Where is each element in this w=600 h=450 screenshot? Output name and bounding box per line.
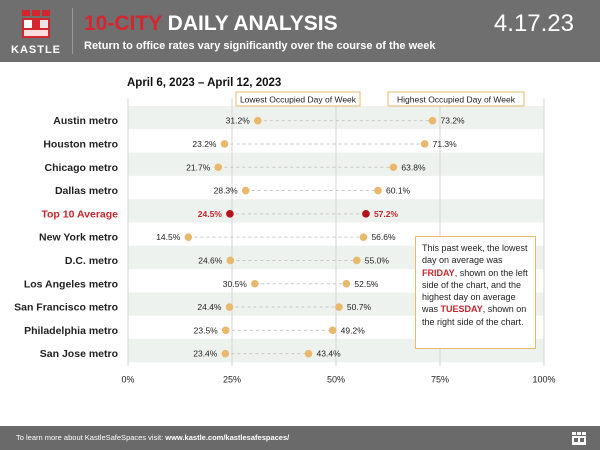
low-value-label: 28.3%	[214, 186, 239, 196]
dumbbell-chart: 0% 25% 50% 75% 100% Lowest Occupied Day of We…	[14, 91, 556, 384]
high-value-label: 71.3%	[433, 139, 458, 149]
x-tick-label: 75%	[431, 374, 449, 384]
low-value-label: 24.6%	[198, 255, 223, 265]
page-subtitle: Return to office rates vary significantl…	[84, 40, 436, 52]
category-label: New York metro	[39, 232, 118, 244]
category-label: Top 10 Average	[41, 208, 118, 220]
high-dot	[328, 326, 337, 335]
high-value-label: 52.5%	[354, 279, 379, 289]
category-label: San Francisco metro	[14, 302, 118, 314]
low-dot	[214, 163, 223, 172]
low-value-label: 24.4%	[197, 302, 222, 312]
legend-high-box	[387, 91, 525, 107]
high-value-label: 55.0%	[365, 255, 390, 265]
category-label: Chicago metro	[44, 162, 118, 174]
high-value-label: 49.2%	[341, 325, 366, 335]
high-dot	[353, 256, 361, 265]
high-value-label: 73.2%	[441, 116, 466, 126]
category-label: Austin metro	[53, 115, 118, 127]
category-label: Dallas metro	[55, 185, 118, 197]
low-dot	[241, 186, 250, 195]
high-dot	[304, 349, 313, 358]
x-tick-label: 100%	[532, 374, 555, 384]
low-dot	[226, 256, 235, 265]
low-value-label: 23.4%	[193, 349, 218, 359]
category-label: D.C. metro	[65, 255, 118, 267]
footer-text: To learn more about KastleSafeSpaces vis…	[16, 433, 289, 442]
title-rest: DAILY ANALYSIS	[161, 12, 338, 35]
footer-bar: To learn more about KastleSafeSpaces vis…	[0, 426, 600, 450]
legend-low-box	[235, 91, 361, 107]
category-label: Houston metro	[43, 138, 118, 150]
high-value-label: 50.7%	[347, 302, 372, 312]
low-value-label: 23.2%	[192, 139, 217, 149]
category-label: Los Angeles metro	[24, 278, 118, 290]
page-title: 10-CITY DAILY ANALYSIS	[84, 12, 338, 36]
info-low-day: FRIDAY	[422, 267, 455, 278]
low-value-label: 31.2%	[226, 116, 251, 126]
header-bar: KASTLE 10-CITY DAILY ANALYSIS Return to …	[0, 0, 600, 62]
footer-label: To learn more about KastleSafeSpaces vis…	[16, 433, 166, 442]
low-value-label: 30.5%	[223, 279, 248, 289]
low-value-label: 24.5%	[198, 209, 223, 219]
kastle-footer-icon	[572, 432, 586, 445]
info-high-day: TUESDAY	[440, 304, 483, 315]
high-dot	[342, 279, 351, 288]
x-tick-label: 50%	[327, 374, 345, 384]
high-dot	[359, 233, 368, 241]
high-value-label: 43.4%	[317, 349, 342, 359]
low-dot	[221, 326, 230, 335]
low-dot	[221, 349, 230, 358]
category-label: San Jose metro	[40, 348, 118, 360]
info-box: This past week, the lowest day on averag…	[415, 236, 536, 349]
high-dot	[362, 210, 370, 218]
low-value-label: 14.5%	[156, 232, 181, 242]
low-value-label: 23.5%	[194, 325, 219, 335]
low-dot	[226, 210, 234, 218]
legend-low-label: Lowest Occupied Day of Week	[240, 95, 357, 105]
header-divider	[72, 8, 73, 54]
low-value-label: 21.7%	[186, 162, 211, 172]
low-dot	[251, 279, 259, 288]
category-label: Philadelphia metro	[24, 325, 118, 337]
info-text-2: , shown on the left side of the chart, a…	[422, 267, 528, 315]
logo-text: KASTLE	[11, 44, 61, 56]
date-stamp: 4.17.23	[493, 10, 574, 37]
x-tick-label: 0%	[121, 374, 134, 384]
high-dot	[428, 116, 437, 125]
title-accent: 10-CITY	[84, 12, 162, 35]
info-text-3: , shown on the right side of the chart.	[422, 304, 527, 327]
high-value-label: 57.2%	[374, 209, 399, 219]
high-value-label: 63.8%	[401, 162, 426, 172]
high-dot	[389, 163, 398, 172]
high-dot	[420, 140, 429, 148]
x-tick-label: 25%	[223, 374, 241, 384]
kastle-logo-icon	[22, 10, 50, 38]
low-dot	[220, 140, 229, 148]
legend-high-label: Highest Occupied Day of Week	[397, 95, 516, 105]
info-text-1: This past week, the lowest day on averag…	[422, 243, 528, 266]
high-value-label: 60.1%	[386, 186, 411, 196]
low-dot	[225, 303, 234, 311]
low-dot	[253, 116, 262, 125]
high-dot	[335, 303, 343, 311]
low-dot	[184, 233, 193, 241]
date-range: April 6, 2023 – April 12, 2023	[127, 77, 282, 89]
high-dot	[374, 186, 382, 195]
footer-link[interactable]: www.kastle.com/kastlesafespaces/	[165, 433, 290, 442]
high-value-label: 56.6%	[371, 232, 396, 242]
